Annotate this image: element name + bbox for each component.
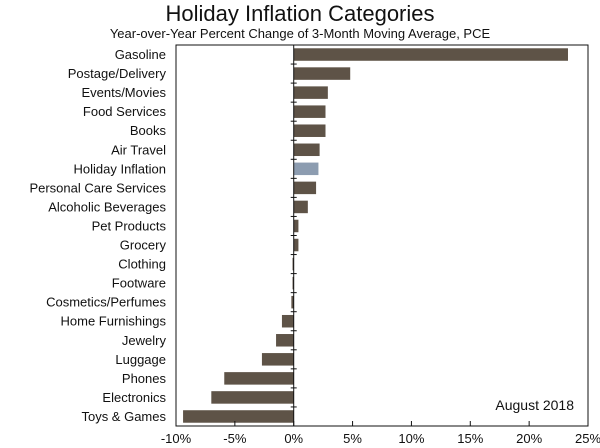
bar-food-services [293,105,326,118]
category-label-postage-delivery: Postage/Delivery [68,66,167,81]
chart-title: Holiday Inflation Categories [165,1,435,26]
category-label-holiday-inflation: Holiday Inflation [74,161,167,176]
date-annotation: August 2018 [495,397,574,413]
category-label-cosmetics-perfumes: Cosmetics/Perfumes [46,295,166,310]
category-label-personal-care-services: Personal Care Services [29,180,166,195]
category-label-home-furnishings: Home Furnishings [61,314,167,329]
chart-subtitle: Year-over-Year Percent Change of 3-Month… [109,26,491,41]
category-label-pet-products: Pet Products [92,218,167,233]
x-tick-label: 10% [398,431,424,446]
category-label-air-travel: Air Travel [111,142,166,157]
bar-alcoholic-beverages [293,200,308,214]
bars-layer [183,48,568,423]
category-label-gasoline: Gasoline [115,47,166,62]
bar-cosmetics-perfumes [291,295,294,309]
category-label-electronics: Electronics [102,390,166,405]
x-axis-ticks: -10% -5% 0% 5% 10% 15% 20% 25% [161,44,600,446]
bar-pet-products [293,219,299,233]
x-tick-label: -5% [223,431,247,446]
bar-holiday-inflation [293,162,319,176]
category-label-footware: Footware [112,276,166,291]
category-label-clothing: Clothing [118,257,166,272]
bar-jewelry [276,334,294,347]
bar-home-furnishings [281,314,294,328]
bar-toys-games [183,410,294,423]
bar-personal-care-services [293,181,317,195]
category-label-books: Books [130,123,167,138]
bar-air-travel [293,143,320,157]
x-tick-label: 15% [457,431,483,446]
x-tick-label: 25% [575,431,600,446]
bar-luggage [261,353,294,366]
category-label-phones: Phones [122,371,167,386]
category-label-grocery: Grocery [120,238,167,253]
x-tick-label: -10% [161,431,192,446]
bar-events-movies [293,86,328,99]
x-tick-label: 0% [284,431,303,446]
category-label-alcoholic-beverages: Alcoholic Beverages [48,199,166,214]
bar-grocery [293,238,299,252]
bar-postage-delivery [293,67,351,80]
category-label-toys-games: Toys & Games [81,409,166,424]
x-tick-label: 5% [343,431,362,446]
x-tick-label: 20% [516,431,542,446]
bar-gasoline [293,48,568,61]
bar-footware [292,276,294,290]
category-label-events-movies: Events/Movies [81,85,166,100]
category-label-food-services: Food Services [83,104,167,119]
bar-phones [224,372,294,385]
category-label-jewelry: Jewelry [122,333,167,348]
bar-clothing [292,257,294,271]
bar-books [293,124,326,137]
category-label-luggage: Luggage [115,352,166,367]
bar-electronics [211,391,294,404]
category-labels: Gasoline Postage/Delivery Events/Movies Foo… [29,47,166,424]
plot-frame [175,44,589,427]
